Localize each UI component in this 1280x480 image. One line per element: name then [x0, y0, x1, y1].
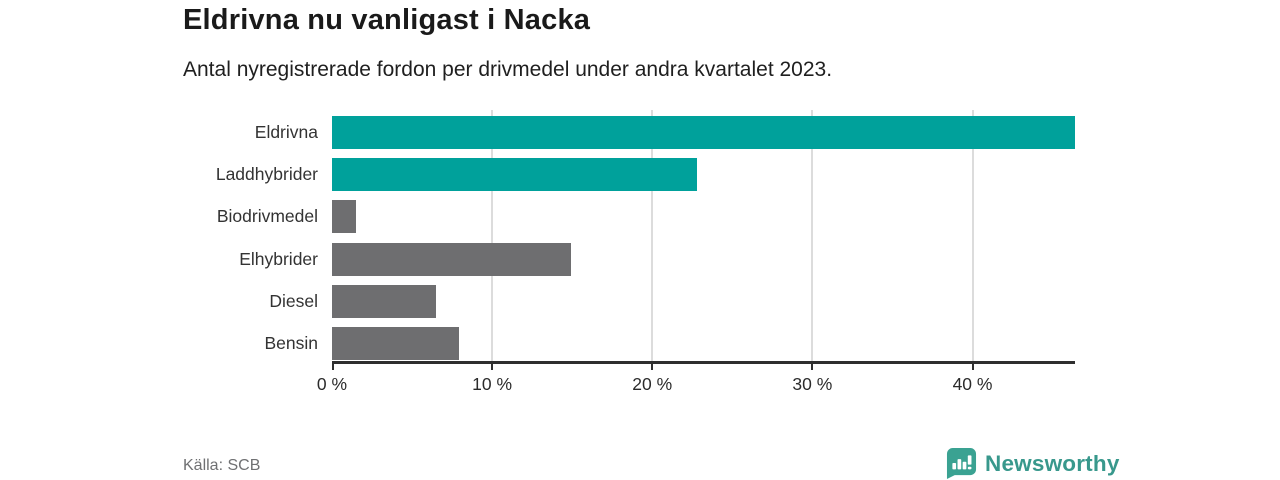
plot-area: 0 % 10 % 20 % 30 % 40 %: [317, 110, 1075, 394]
category-label-diesel: Diesel: [269, 290, 318, 311]
source-note: Källa: SCB: [183, 457, 261, 474]
tick-mark-30: [811, 363, 814, 370]
category-label-eldrivna: Eldrivna: [254, 122, 318, 142]
bar-bensin: [332, 327, 459, 360]
tick-label-0: 0 %: [316, 374, 348, 394]
gridline-40: [971, 110, 974, 361]
tick-mark-0: [332, 363, 334, 370]
category-label-biodrivmedel: Biodrivmedel: [216, 206, 318, 227]
x-axis-line: [332, 361, 1075, 364]
category-axis-labels: Eldrivna Laddhybrider Biodrivmedel Elhybrid…: [0, 110, 318, 363]
bar-eldrivna: [332, 116, 1075, 149]
newsworthy-brand: Newsworthy: [946, 447, 1120, 480]
tick-mark-20: [651, 363, 654, 370]
bar-laddhybrider: [332, 158, 698, 192]
tick-label-30: 30 %: [792, 374, 833, 394]
bar-biodrivmedel: [332, 200, 357, 234]
bar-elhybrider: [332, 242, 571, 276]
tick-label-40: 40 %: [952, 374, 993, 394]
gridline-30: [811, 110, 814, 361]
chart-subtitle: Antal nyregistrerade fordon per drivmede…: [183, 58, 833, 81]
gridline-20: [651, 110, 654, 361]
mini-bar-chart-glyph: [952, 455, 972, 470]
category-label-bensin: Bensin: [264, 333, 318, 353]
tick-mark-10: [491, 363, 494, 370]
newsworthy-logo-icon: [946, 448, 977, 479]
tick-label-10: 10 %: [472, 374, 513, 394]
category-label-laddhybrider: Laddhybrider: [215, 164, 318, 185]
tick-label-20: 20 %: [632, 374, 673, 394]
bar-diesel: [332, 284, 437, 318]
newsworthy-wordmark: Newsworthy: [985, 450, 1120, 476]
category-label-elhybrider: Elhybrider: [239, 248, 318, 269]
tick-mark-40: [971, 363, 974, 370]
gridline-10: [491, 110, 494, 361]
chart-title: Eldrivna nu vanligast i Nacka: [183, 4, 591, 36]
